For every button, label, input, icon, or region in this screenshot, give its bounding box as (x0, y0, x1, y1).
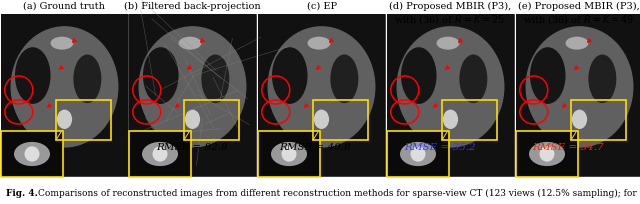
Ellipse shape (272, 47, 308, 104)
Bar (387, 14, 514, 176)
Ellipse shape (397, 26, 504, 148)
Bar (258, 131, 320, 177)
Ellipse shape (588, 54, 616, 103)
Text: RMSE = 82.8: RMSE = 82.8 (156, 143, 228, 153)
Ellipse shape (566, 37, 588, 50)
Text: (d) Proposed MBIR (P3),
with (36) of $R=K=25$: (d) Proposed MBIR (P3), with (36) of $R=… (389, 2, 511, 26)
Ellipse shape (460, 54, 487, 103)
Text: Fig. 4.: Fig. 4. (6, 189, 38, 198)
Ellipse shape (540, 146, 554, 162)
Ellipse shape (271, 142, 307, 166)
Bar (258, 14, 385, 176)
Ellipse shape (268, 26, 376, 148)
Bar (259, 132, 319, 176)
Bar (387, 14, 514, 176)
Ellipse shape (14, 142, 50, 166)
Ellipse shape (410, 146, 426, 162)
Bar (1, 131, 63, 177)
Ellipse shape (401, 47, 436, 104)
Ellipse shape (10, 26, 118, 148)
Bar (130, 132, 190, 176)
Bar (258, 14, 385, 176)
Bar (388, 132, 448, 176)
Text: Comparisons of reconstructed images from different reconstruction methods for sp: Comparisons of reconstructed images from… (38, 189, 640, 198)
Ellipse shape (152, 146, 168, 162)
Text: RMSE = 40.8: RMSE = 40.8 (279, 143, 351, 153)
Ellipse shape (143, 47, 179, 104)
Ellipse shape (74, 54, 101, 103)
Text: (a) Ground truth: (a) Ground truth (23, 2, 105, 11)
Bar (129, 131, 191, 177)
Ellipse shape (24, 146, 40, 162)
Bar (442, 100, 497, 140)
Bar (2, 132, 62, 176)
Bar (571, 100, 626, 140)
Ellipse shape (525, 26, 634, 148)
Bar (1, 14, 128, 176)
Ellipse shape (179, 37, 202, 50)
Bar (184, 100, 239, 140)
Ellipse shape (529, 142, 565, 166)
Text: (b) Filtered back-projection: (b) Filtered back-projection (124, 2, 260, 11)
Ellipse shape (530, 47, 566, 104)
Bar (56, 100, 111, 140)
Bar (517, 132, 577, 176)
Bar (129, 14, 256, 176)
Ellipse shape (436, 37, 460, 50)
Bar (516, 14, 640, 176)
Text: (c) EP: (c) EP (307, 2, 337, 11)
Ellipse shape (57, 110, 72, 129)
Bar (516, 131, 578, 177)
Ellipse shape (330, 54, 358, 103)
Ellipse shape (138, 26, 246, 148)
Ellipse shape (314, 110, 329, 129)
Bar (387, 131, 449, 177)
Text: (e) Proposed MBIR (P3),
with (36) of $R=K=49$: (e) Proposed MBIR (P3), with (36) of $R=… (518, 2, 640, 26)
Ellipse shape (202, 54, 229, 103)
Text: RMSE = 34.7: RMSE = 34.7 (532, 143, 604, 153)
Bar (1, 14, 128, 176)
Ellipse shape (308, 37, 330, 50)
Bar (313, 100, 368, 140)
Ellipse shape (15, 47, 51, 104)
Ellipse shape (443, 110, 458, 129)
Text: RMSE = 35.2: RMSE = 35.2 (404, 143, 476, 153)
Ellipse shape (142, 142, 178, 166)
Ellipse shape (282, 146, 296, 162)
Ellipse shape (185, 110, 200, 129)
Bar (129, 14, 256, 176)
Bar (516, 14, 640, 176)
Ellipse shape (400, 142, 436, 166)
Ellipse shape (572, 110, 587, 129)
Ellipse shape (51, 37, 74, 50)
